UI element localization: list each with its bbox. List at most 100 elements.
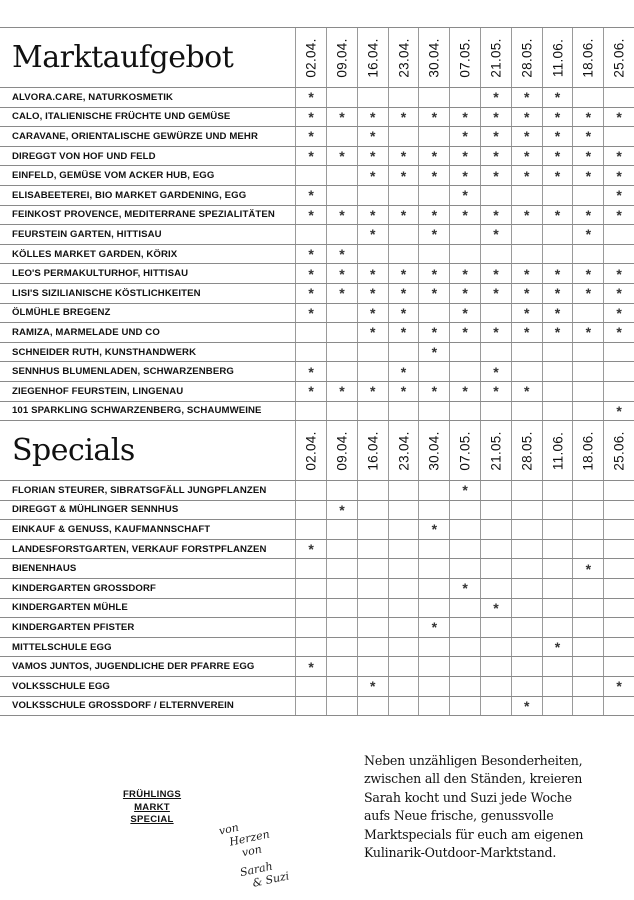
specials-title: Specials: [0, 420, 296, 481]
schedule-cell: [326, 656, 358, 677]
schedule-cell: [295, 165, 327, 186]
asterisk-mark: *: [308, 246, 314, 263]
schedule-cell: [387, 617, 419, 638]
schedule-cell: *: [326, 145, 358, 167]
schedule-cell: *: [326, 282, 358, 304]
schedule-cell: *: [326, 106, 358, 128]
schedule-cell: [326, 636, 358, 658]
asterisk-mark: *: [431, 148, 438, 165]
asterisk-mark: *: [339, 265, 345, 282]
schedule-cell: [541, 577, 573, 599]
schedule-cell: [510, 480, 543, 501]
vendor-name: DIREGGT & MÜHLINGER SENNHUS: [0, 499, 296, 521]
vendor-name: FEURSTEIN GARTEN, HITTISAU: [0, 224, 296, 245]
schedule-cell: [418, 577, 450, 599]
vendor-name: RAMIZA, MARMELADE UND CO: [0, 322, 296, 343]
market-row: CARAVANE, ORIENTALISCHE GEWÜRZE UND MEHR…: [0, 126, 634, 147]
schedule-cell: [572, 361, 604, 382]
schedule-cell: [603, 577, 634, 599]
schedule-cell: *: [326, 499, 358, 521]
asterisk-mark: *: [431, 383, 438, 400]
schedule-cell: [387, 538, 419, 560]
schedule-cell: *: [510, 106, 543, 128]
asterisk-mark: *: [462, 285, 468, 302]
vendor-name: SENNHUS BLUMENLADEN, SCHWARZENBERG: [0, 361, 296, 382]
schedule-cell: *: [295, 126, 327, 147]
asterisk-mark: *: [585, 560, 592, 577]
vendor-name: EINKAUF & GENUSS, KAUFMANNSCHAFT: [0, 519, 296, 540]
schedule-cell: *: [572, 126, 604, 147]
schedule-cell: *: [449, 126, 481, 147]
schedule-cell: [326, 675, 358, 697]
schedule-cell: [449, 519, 481, 540]
schedule-cell: [449, 558, 481, 579]
asterisk-mark: *: [400, 383, 407, 400]
schedule-cell: *: [603, 165, 634, 186]
asterisk-mark: *: [523, 697, 530, 714]
schedule-cell: *: [387, 361, 419, 382]
asterisk-mark: *: [523, 304, 530, 321]
schedule-cell: *: [541, 263, 573, 284]
asterisk-mark: *: [431, 521, 438, 538]
asterisk-mark: *: [523, 285, 530, 302]
asterisk-mark: *: [431, 285, 438, 302]
schedule-cell: [541, 184, 573, 206]
asterisk-mark: *: [554, 639, 561, 656]
schedule-cell: [387, 656, 419, 677]
vendor-name: LEO'S PERMAKULTURHOF, HITTISAU: [0, 263, 296, 284]
asterisk-mark: *: [523, 167, 530, 184]
schedule-cell: [356, 499, 389, 521]
schedule-cell: *: [356, 145, 389, 167]
schedule-cell: [572, 636, 604, 658]
schedule-cell: [572, 302, 604, 324]
schedule-cell: [295, 597, 327, 619]
schedule-cell: [326, 519, 358, 540]
schedule-cell: [356, 695, 389, 717]
schedule-cell: *: [510, 145, 543, 167]
schedule-cell: [356, 577, 389, 599]
schedule-cell: [418, 558, 450, 579]
schedule-cell: [449, 675, 481, 697]
schedule-cell: [387, 597, 419, 619]
asterisk-mark: *: [493, 599, 499, 616]
date-label: 28.05.: [519, 430, 535, 471]
stamp-line: MARKT: [134, 801, 170, 813]
date-label: 07.05.: [457, 430, 473, 471]
asterisk-mark: *: [339, 148, 345, 165]
schedule-cell: *: [449, 165, 481, 186]
schedule-cell: *: [603, 145, 634, 167]
asterisk-mark: *: [308, 658, 314, 675]
schedule-cell: [572, 519, 604, 540]
vendor-name: KINDERGARTEN MÜHLE: [0, 597, 296, 619]
asterisk-mark: *: [431, 226, 438, 243]
date-header: 21.05.: [480, 27, 512, 88]
date-label: 16.04.: [365, 430, 381, 471]
schedule-cell: *: [480, 263, 512, 284]
asterisk-mark: *: [585, 324, 592, 341]
schedule-cell: *: [418, 106, 450, 128]
schedule-cell: *: [510, 302, 543, 324]
description-line: Sarah kocht und Suzi jede Woche: [364, 789, 572, 805]
schedule-cell: *: [541, 126, 573, 147]
asterisk-mark: *: [554, 206, 561, 223]
schedule-cell: *: [603, 400, 634, 422]
specials-row: VOLKSSCHULE EGG * *: [0, 675, 634, 697]
date-header: 23.04.: [387, 27, 419, 88]
asterisk-mark: *: [462, 167, 468, 184]
schedule-cell: [326, 361, 358, 382]
schedule-cell: *: [326, 243, 358, 265]
schedule-cell: *: [387, 165, 419, 186]
schedule-cell: *: [572, 322, 604, 343]
date-header: 02.04.: [295, 420, 327, 481]
asterisk-mark: *: [370, 148, 376, 165]
schedule-cell: [480, 499, 512, 521]
date-label: 28.05.: [519, 37, 535, 78]
market-row: EINFELD, GEMÜSE VOM ACKER HUB, EGG * * * * * *…: [0, 165, 634, 186]
schedule-cell: *: [603, 675, 634, 697]
asterisk-mark: *: [616, 678, 622, 695]
schedule-cell: [295, 675, 327, 697]
asterisk-mark: *: [462, 148, 468, 165]
schedule-cell: *: [418, 322, 450, 343]
schedule-cell: [326, 400, 358, 422]
schedule-cell: [603, 499, 634, 521]
